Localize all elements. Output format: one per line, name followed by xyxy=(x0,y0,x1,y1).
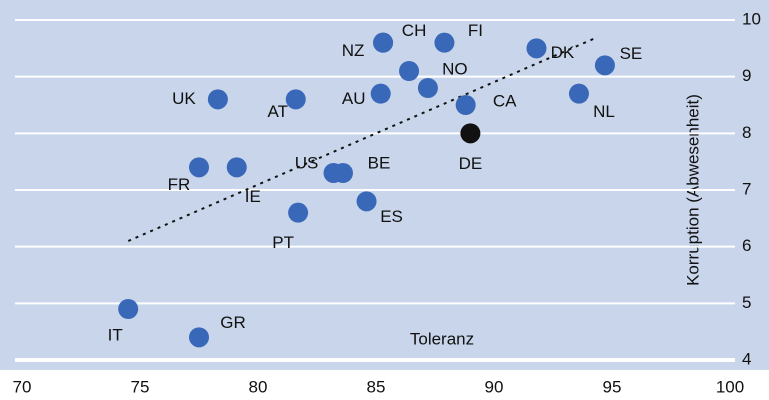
point xyxy=(526,38,547,59)
trendline xyxy=(127,36,599,242)
y-tick-label: 4 xyxy=(742,349,751,368)
point-label: GR xyxy=(220,313,246,332)
point-label: CA xyxy=(493,91,517,110)
point xyxy=(460,123,481,144)
point-label: NO xyxy=(442,59,468,78)
point-label: FR xyxy=(168,175,191,194)
x-tick-label: 100 xyxy=(716,377,744,396)
x-axis-label: Toleranz xyxy=(410,329,474,348)
point xyxy=(189,157,209,178)
y-tick-label: 7 xyxy=(742,179,751,198)
point-label: DK xyxy=(551,43,575,62)
x-tick-label: 95 xyxy=(603,377,622,396)
point xyxy=(434,32,455,53)
point xyxy=(370,83,391,104)
point xyxy=(189,327,209,348)
x-tick-label: 85 xyxy=(367,377,386,396)
point-label: AU xyxy=(342,89,366,108)
point xyxy=(118,299,139,319)
point-label: NZ xyxy=(342,41,365,60)
plot-background xyxy=(0,0,769,370)
point-label: FI xyxy=(468,21,483,40)
point xyxy=(356,191,377,212)
y-tick-label: 9 xyxy=(742,66,751,85)
point-label: PT xyxy=(272,233,294,252)
y-tick-label: 5 xyxy=(742,293,751,312)
point-label: US xyxy=(295,153,319,172)
point-label: IE xyxy=(245,187,261,206)
point-label: DE xyxy=(459,154,483,173)
point-label: BE xyxy=(368,153,391,172)
point xyxy=(594,55,615,76)
point xyxy=(332,163,353,183)
point-label: IT xyxy=(108,325,123,344)
point xyxy=(373,32,394,53)
point xyxy=(417,78,438,98)
point xyxy=(226,157,247,178)
point xyxy=(455,95,476,115)
point-label: AT xyxy=(268,102,288,121)
point-label: ES xyxy=(380,207,403,226)
x-tick-label: 70 xyxy=(13,377,32,396)
y-tick-label: 8 xyxy=(742,123,751,142)
y-tick-label: 10 xyxy=(742,9,761,28)
point xyxy=(568,83,589,104)
point-label: NL xyxy=(593,102,615,121)
point xyxy=(285,89,306,110)
point-label: UK xyxy=(172,89,196,108)
x-tick-label: 90 xyxy=(485,377,504,396)
point xyxy=(399,61,420,81)
point-label: CH xyxy=(402,21,427,40)
point xyxy=(288,202,309,223)
x-tick-label: 80 xyxy=(249,377,268,396)
point-label: SE xyxy=(620,44,643,63)
point xyxy=(207,89,228,110)
y-tick-label: 6 xyxy=(742,236,751,255)
x-tick-label: 75 xyxy=(131,377,150,396)
